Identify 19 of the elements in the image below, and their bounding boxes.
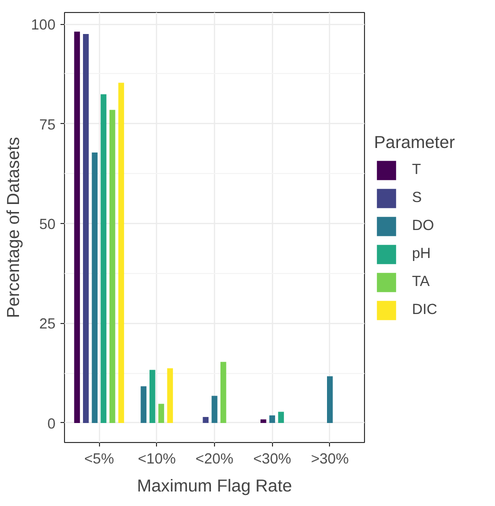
x-tick-label: <10%: [138, 452, 176, 468]
legend-label: DO: [412, 218, 434, 234]
y-tick-label: 100: [31, 18, 56, 34]
legend-label: T: [412, 162, 422, 178]
x-tick-label: <30%: [253, 452, 292, 468]
x-tick-label: >30%: [310, 452, 349, 468]
y-tick-label: 25: [39, 316, 56, 333]
legend-title: Parameter: [374, 132, 455, 153]
y-tick-label: 0: [47, 416, 56, 432]
legend-label: DIC: [412, 302, 438, 318]
x-tick-label: <5%: [84, 452, 114, 468]
legend-label: TA: [412, 274, 431, 290]
x-tick-label: <20%: [196, 452, 234, 468]
legend-label: pH: [412, 246, 432, 262]
y-tick-label: 50: [39, 217, 56, 234]
y-axis-title: Percentage of Datasets: [3, 136, 24, 318]
x-axis-title: Maximum Flag Rate: [136, 476, 292, 496]
legend-label: S: [412, 190, 423, 206]
y-tick-label: 75: [39, 117, 56, 134]
